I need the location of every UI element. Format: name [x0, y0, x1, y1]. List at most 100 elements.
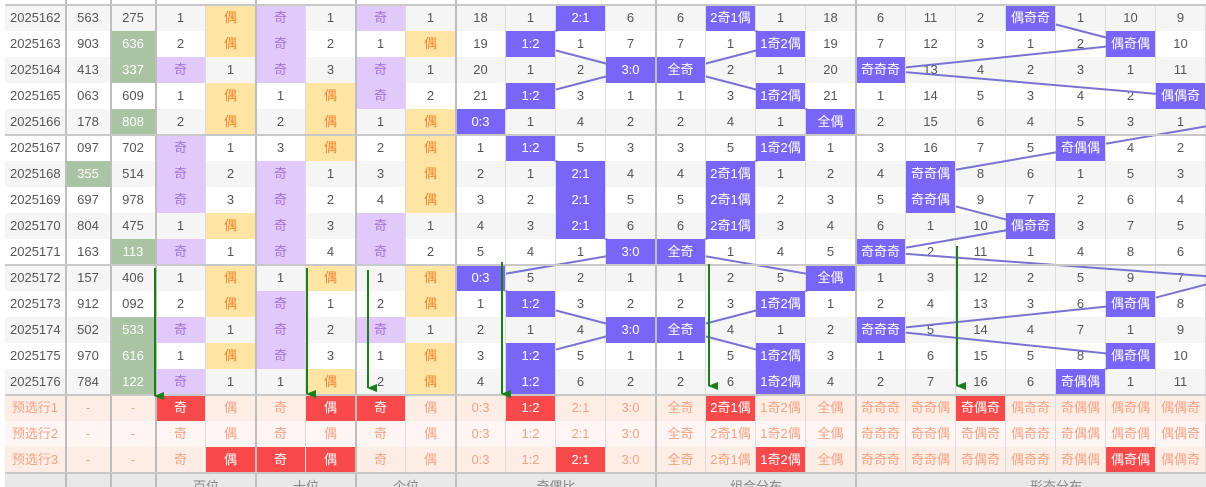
form-cell: 2	[956, 5, 1006, 31]
preselect-option[interactable]: 奇偶偶	[1056, 447, 1106, 473]
preselect-option[interactable]: 偶	[306, 447, 356, 473]
column-group-divider	[155, 0, 157, 487]
preselect-option[interactable]: 偶	[306, 421, 356, 447]
preselect-option[interactable]: 偶奇偶	[1106, 395, 1156, 421]
column-group-divider	[855, 0, 857, 487]
preselect-option[interactable]: 全偶	[806, 395, 856, 421]
form-cell: 1	[1056, 5, 1106, 31]
shi-parity-cell: 奇	[256, 213, 306, 239]
ge-parity-cell: 2	[406, 239, 456, 265]
preselect-option[interactable]: 偶奇偶	[1106, 447, 1156, 473]
ratio-cell: 2:1	[556, 5, 606, 31]
preselect-option[interactable]: 偶	[206, 421, 256, 447]
preselect-option[interactable]: 全奇	[656, 421, 706, 447]
draw-number: 616	[111, 343, 156, 369]
preselect-option[interactable]: 奇	[156, 395, 206, 421]
preselect-option[interactable]: 1:2	[506, 395, 556, 421]
preselect-option[interactable]: 2奇1偶	[706, 395, 756, 421]
ratio-cell: 1:2	[506, 369, 556, 395]
preselect-option[interactable]: 奇偶奇	[956, 395, 1006, 421]
preselect-option[interactable]: 全奇	[656, 395, 706, 421]
preselect-option[interactable]: 2:1	[556, 395, 606, 421]
preselect-option[interactable]: 偶	[406, 447, 456, 473]
ratio-cell: 1:2	[506, 83, 556, 109]
preselect-option[interactable]: 奇偶偶	[1056, 395, 1106, 421]
form-cell: 4	[856, 161, 906, 187]
form-cell: 11	[906, 5, 956, 31]
preselect-option[interactable]: 2:1	[556, 421, 606, 447]
ratio-cell: 1	[456, 135, 506, 161]
preselect-option[interactable]: 奇	[356, 421, 406, 447]
bai-parity-cell: 1	[156, 5, 206, 31]
preselect-option[interactable]: 偶	[406, 421, 456, 447]
ratio-cell: 20	[456, 57, 506, 83]
preselect-option[interactable]: 偶偶奇	[1156, 447, 1206, 473]
form-cell: 5	[856, 187, 906, 213]
preselect-option[interactable]: 奇	[356, 447, 406, 473]
combo-cell: 2奇1偶	[706, 161, 756, 187]
preselect-option[interactable]: 奇	[256, 421, 306, 447]
preselect-option[interactable]: 3:0	[606, 395, 656, 421]
preselect-option[interactable]: 奇偶奇	[956, 447, 1006, 473]
ge-parity-cell: 1	[406, 317, 456, 343]
preselect-option[interactable]: 0:3	[456, 421, 506, 447]
preselect-option[interactable]: 奇	[156, 447, 206, 473]
preselect-option[interactable]: 1奇2偶	[756, 421, 806, 447]
combo-cell: 3	[806, 343, 856, 369]
preselect-option[interactable]: 1奇2偶	[756, 447, 806, 473]
preselect-option[interactable]: 0:3	[456, 447, 506, 473]
preselect-option[interactable]: 偶偶奇	[1156, 395, 1206, 421]
bai-parity-cell: 奇	[156, 369, 206, 395]
ratio-cell: 3	[456, 187, 506, 213]
preselect-option[interactable]: 偶奇奇	[1006, 447, 1056, 473]
preselect-option[interactable]: 奇偶偶	[1056, 421, 1106, 447]
preselect-option[interactable]: 偶	[206, 447, 256, 473]
preselect-option[interactable]: 偶偶奇	[1156, 421, 1206, 447]
form-cell: 1	[1006, 239, 1056, 265]
preselect-option[interactable]: 偶	[206, 395, 256, 421]
issue-number: 2025176	[5, 369, 66, 395]
combo-cell: 1	[756, 161, 806, 187]
preselect-option[interactable]: 偶奇偶	[1106, 421, 1156, 447]
preselect-option[interactable]: 3:0	[606, 447, 656, 473]
preselect-option[interactable]: 奇奇奇	[856, 395, 906, 421]
preselect-option[interactable]: 奇奇偶	[906, 395, 956, 421]
preselect-option[interactable]: 奇奇奇	[856, 421, 906, 447]
form-cell: 6	[1006, 369, 1056, 395]
preselect-option[interactable]: 奇	[256, 395, 306, 421]
preselect-option[interactable]: 2奇1偶	[706, 447, 756, 473]
preselect-option[interactable]: 奇	[156, 421, 206, 447]
shi-parity-cell: 2	[256, 109, 306, 135]
combo-cell: 2	[656, 109, 706, 135]
preselect-option[interactable]: 1:2	[506, 447, 556, 473]
preselect-option[interactable]: 2:1	[556, 447, 606, 473]
ratio-cell: 2:1	[556, 187, 606, 213]
preselect-option[interactable]: 奇奇奇	[856, 447, 906, 473]
preselect-option[interactable]: 1奇2偶	[756, 395, 806, 421]
preselect-option[interactable]: 奇奇偶	[906, 447, 956, 473]
preselect-option[interactable]: 偶奇奇	[1006, 421, 1056, 447]
footer-label-bai: 百位	[192, 479, 219, 487]
preselect-option[interactable]: 2奇1偶	[706, 421, 756, 447]
form-cell: 11	[1156, 369, 1206, 395]
preselect-option[interactable]: 全偶	[806, 421, 856, 447]
preselect-option[interactable]: 奇奇偶	[906, 421, 956, 447]
preselect-option[interactable]: 全偶	[806, 447, 856, 473]
preselect-option[interactable]: 奇	[256, 447, 306, 473]
preselect-option[interactable]: 偶	[406, 395, 456, 421]
combo-cell: 7	[656, 31, 706, 57]
preselect-option[interactable]: 0:3	[456, 395, 506, 421]
preselect-option[interactable]: 偶奇奇	[1006, 395, 1056, 421]
preselect-option[interactable]: 奇偶奇	[956, 421, 1006, 447]
preselect-option[interactable]: 3:0	[606, 421, 656, 447]
preselect-option[interactable]: 全奇	[656, 447, 706, 473]
bai-parity-cell: 2	[206, 161, 256, 187]
preselect-option[interactable]: 奇	[356, 395, 406, 421]
preselect-option[interactable]: 偶	[306, 395, 356, 421]
ge-parity-cell: 奇	[356, 57, 406, 83]
form-cell: 6	[856, 5, 906, 31]
issue-number: 2025171	[5, 239, 66, 265]
preselect-option[interactable]: 1:2	[506, 421, 556, 447]
row-group-divider	[5, 134, 1206, 136]
shi-parity-cell: 奇	[256, 317, 306, 343]
